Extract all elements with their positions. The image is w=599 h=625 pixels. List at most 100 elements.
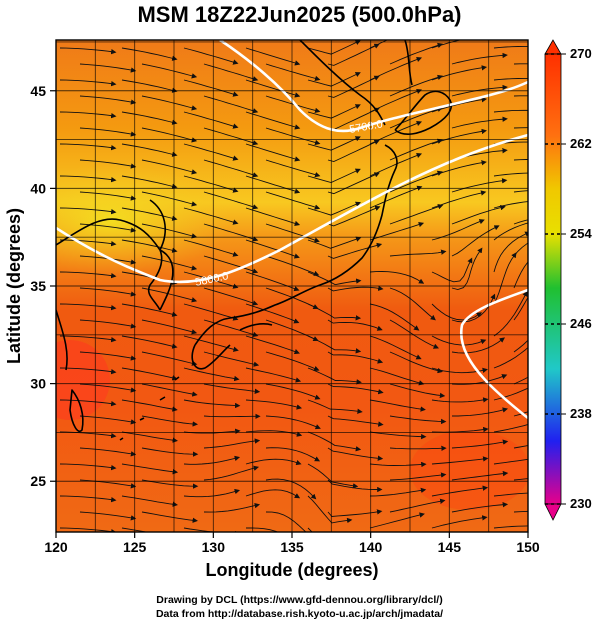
streamline (59, 367, 117, 375)
streamline (245, 303, 300, 324)
streamline (121, 143, 178, 157)
streamline (141, 287, 198, 303)
streamline (369, 152, 423, 177)
streamline (245, 458, 302, 466)
streamline (59, 143, 117, 151)
streamline (79, 383, 137, 393)
streamline (59, 239, 117, 247)
colorbar-max-arrow (544, 39, 562, 55)
credit-drawing: Drawing by DCL (https://www.gfd-dennou.o… (156, 594, 443, 606)
streamline (493, 109, 528, 113)
streamline (369, 335, 422, 360)
streamline (513, 376, 528, 385)
streamline (183, 303, 239, 321)
streamline (265, 415, 321, 430)
streamline (121, 335, 178, 349)
streamline (121, 399, 178, 412)
colorbar-ticks: 270 262 254 246 238 230 (545, 46, 592, 511)
streamline (183, 111, 239, 129)
streamline (245, 207, 301, 226)
streamline (141, 511, 198, 523)
streamline (493, 252, 517, 305)
streamline (141, 255, 198, 271)
streamline (451, 178, 508, 193)
contour-label: 5700.0 (348, 118, 383, 136)
colorbar-tick-label: 246 (570, 316, 592, 331)
streamline (389, 249, 447, 257)
streamline (121, 495, 178, 507)
y-tick-label: 45 (30, 83, 46, 99)
streamline (245, 399, 303, 410)
streamline (245, 47, 301, 66)
x-tick-label: 135 (280, 539, 304, 555)
streamline (493, 492, 528, 497)
streamline (245, 367, 302, 383)
streamline (389, 383, 446, 399)
x-tick-label: 125 (123, 539, 147, 555)
streamline (245, 239, 300, 259)
streamline (203, 159, 259, 178)
streamline (121, 111, 178, 125)
streamline (327, 205, 381, 227)
streamline (327, 447, 384, 461)
credit-data: Data from http://database.rish.kyoto-u.a… (155, 608, 444, 620)
streamline (451, 374, 508, 385)
x-axis-label: Longitude (degrees) (205, 560, 378, 580)
streamline (513, 478, 528, 481)
y-tick-label: 40 (30, 180, 46, 196)
streamline (183, 367, 240, 382)
y-tick-label: 30 (30, 376, 46, 392)
streamline (79, 95, 137, 105)
streamline (513, 510, 528, 513)
y-tick-label: 25 (30, 473, 46, 489)
streamline (369, 461, 427, 468)
streamline (59, 335, 117, 343)
streamline (203, 127, 259, 146)
streamline (369, 399, 426, 412)
streamline (245, 111, 301, 130)
streamline (183, 143, 239, 161)
streamline (203, 255, 259, 274)
y-tick-label: 35 (30, 278, 46, 294)
x-tick-label: 140 (359, 539, 383, 555)
streamline (493, 424, 528, 433)
colorbar-tick-label: 230 (570, 496, 592, 511)
streamline (79, 351, 137, 361)
streamline (79, 255, 137, 265)
streamline (451, 84, 508, 97)
streamline (513, 63, 528, 65)
streamline (307, 236, 362, 249)
streamline (327, 319, 383, 331)
streamline (203, 319, 259, 338)
streamline (389, 138, 443, 161)
streamline (452, 407, 509, 417)
streamline (203, 63, 259, 82)
streamline (79, 127, 137, 137)
streamline (327, 351, 384, 364)
streamline (59, 495, 117, 503)
streamline (183, 399, 241, 409)
streamline (307, 303, 362, 321)
streamline (121, 79, 178, 93)
streamline (141, 447, 199, 457)
streamline (59, 271, 117, 279)
streamline (203, 287, 259, 306)
x-tick-label: 120 (44, 539, 68, 555)
streamline (121, 367, 178, 381)
streamline (513, 219, 528, 225)
streamline (389, 74, 443, 97)
streamline (493, 222, 528, 241)
streamline (79, 191, 137, 201)
streamline (451, 337, 505, 354)
streamline (79, 447, 137, 457)
streamline (121, 239, 178, 253)
streamline (307, 72, 361, 87)
streamline (493, 172, 528, 177)
streamline (59, 527, 117, 532)
lat-lon-grid (56, 40, 528, 532)
streamline (513, 127, 528, 129)
streamline (265, 447, 321, 462)
colorbar-tick-label: 270 (570, 46, 592, 61)
streamline (451, 225, 500, 257)
streamline (59, 399, 117, 407)
